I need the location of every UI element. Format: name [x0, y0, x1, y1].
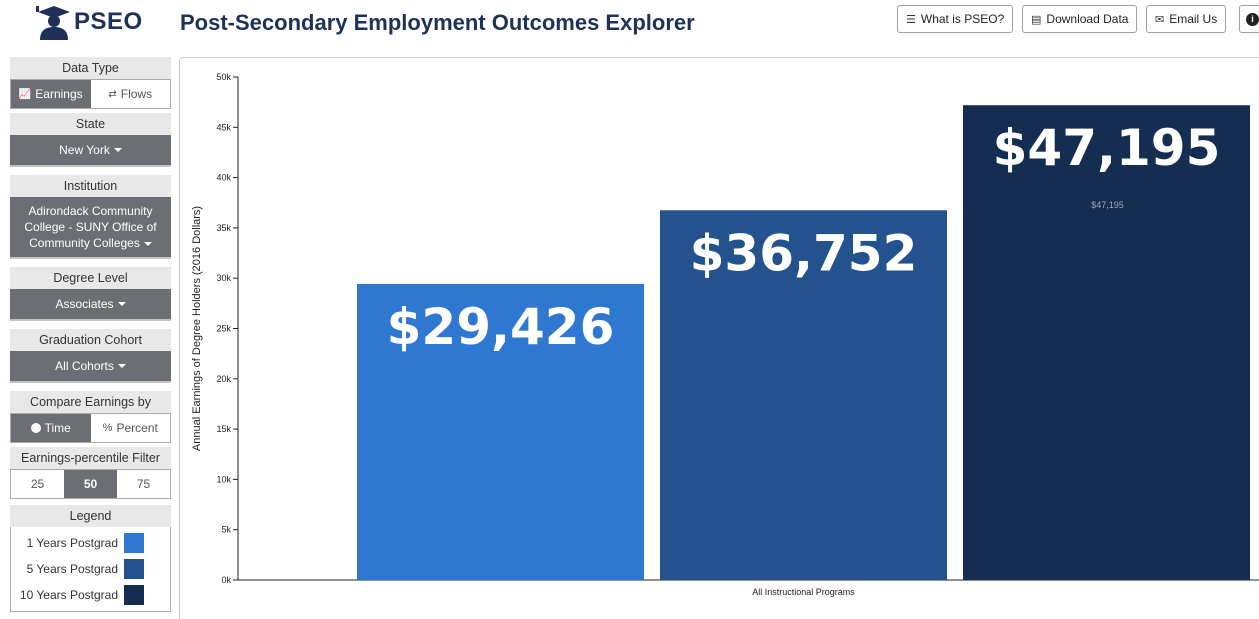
percentile-25-option[interactable]: 25 — [11, 470, 64, 498]
legend-title: Legend — [10, 505, 171, 527]
legend-item: 10 Years Postgrad — [11, 582, 170, 608]
info-icon: i — [1246, 12, 1259, 26]
download-data-button[interactable]: ▤ Download Data — [1022, 5, 1138, 33]
y-tick-label: 10k — [216, 474, 231, 484]
caret-down-icon — [117, 302, 126, 306]
info-button[interactable]: i — [1239, 5, 1259, 33]
graduation-cohort-title: Graduation Cohort — [10, 329, 171, 351]
envelope-icon: ✉ — [1155, 13, 1165, 26]
y-tick-label: 45k — [216, 122, 231, 132]
sidebar: Data Type 📈 Earnings ⇄ Flows State New Y… — [10, 57, 171, 612]
bar — [660, 210, 947, 580]
time-option[interactable]: Time — [11, 414, 91, 442]
percentile-50-option[interactable]: 50 — [64, 470, 117, 498]
data-type-toggle: 📈 Earnings ⇄ Flows — [10, 79, 171, 109]
y-tick-label: 40k — [216, 173, 231, 183]
page-title: Post-Secondary Employment Outcomes Explo… — [180, 10, 695, 35]
what-is-pseo-button[interactable]: ☰ What is PSEO? — [897, 5, 1014, 33]
caret-down-icon — [117, 364, 126, 368]
y-tick-label: 5k — [221, 525, 231, 535]
state-dropdown[interactable]: New York — [10, 135, 171, 167]
line-chart-icon: 📈 — [18, 88, 32, 100]
legend-swatch — [124, 559, 144, 579]
bar-value-label: $47,195 — [993, 119, 1221, 177]
institution-dropdown[interactable]: Adirondack Community College - SUNY Offi… — [10, 197, 171, 259]
compare-earnings-toggle: Time % Percent — [10, 413, 171, 443]
earnings-option[interactable]: 📈 Earnings — [11, 80, 91, 108]
list-icon: ☰ — [906, 13, 916, 26]
y-tick-label: 15k — [216, 424, 231, 434]
degree-level-dropdown[interactable]: Associates — [10, 289, 171, 321]
legend-swatch — [124, 533, 144, 553]
data-type-title: Data Type — [10, 57, 171, 79]
legend: 1 Years Postgrad 5 Years Postgrad 10 Yea… — [10, 527, 171, 612]
y-axis-label: Annual Earnings of Degree Holders (2016 … — [191, 206, 203, 451]
degree-level-title: Degree Level — [10, 267, 171, 289]
flows-option[interactable]: ⇄ Flows — [90, 80, 170, 108]
clock-icon — [30, 423, 41, 433]
state-title: State — [10, 113, 171, 135]
institution-title: Institution — [10, 175, 171, 197]
percentile-filter-title: Earnings-percentile Filter — [10, 447, 171, 469]
percentile-filter-toggle: 25 50 75 — [10, 469, 171, 499]
graduation-cohort-dropdown[interactable]: All Cohorts — [10, 351, 171, 383]
email-us-button[interactable]: ✉ Email Us — [1146, 5, 1227, 33]
caret-down-icon — [113, 148, 122, 152]
bar — [357, 283, 644, 580]
x-category-label: All Instructional Programs — [752, 587, 855, 597]
caret-down-icon — [143, 241, 152, 246]
bar — [963, 105, 1250, 581]
y-tick-label: 35k — [216, 223, 231, 233]
y-tick-label: 50k — [216, 72, 231, 82]
bar-value-label: $36,752 — [690, 224, 918, 282]
percent-option[interactable]: % Percent — [90, 414, 170, 442]
y-tick-label: 25k — [216, 324, 231, 334]
compare-earnings-title: Compare Earnings by — [10, 391, 171, 413]
earnings-bar-chart: 0k 5k 10k 15k 20k 25k 30k 35k 40k 45k 50k Annual Ea… — [191, 72, 1259, 597]
flows-icon: ⇄ — [108, 88, 117, 100]
y-tick-label: 0k — [221, 575, 231, 585]
legend-item: 5 Years Postgrad — [11, 556, 170, 582]
legend-item: 1 Years Postgrad — [11, 530, 170, 556]
logo-text: PSEO — [74, 8, 143, 35]
bar-value-label: $29,426 — [387, 298, 615, 356]
y-tick-label: 30k — [216, 273, 231, 283]
pseo-logo-icon — [36, 6, 70, 40]
y-tick-label: 20k — [216, 374, 231, 384]
legend-swatch — [124, 585, 144, 605]
file-icon: ▤ — [1031, 13, 1042, 26]
percent-icon: % — [102, 422, 113, 434]
percentile-75-option[interactable]: 75 — [117, 470, 170, 498]
bar-tooltip-label: $47,195 — [1091, 200, 1124, 210]
chart-panel: 0k 5k 10k 15k 20k 25k 30k 35k 40k 45k 50k Annual Ea… — [179, 57, 1259, 619]
